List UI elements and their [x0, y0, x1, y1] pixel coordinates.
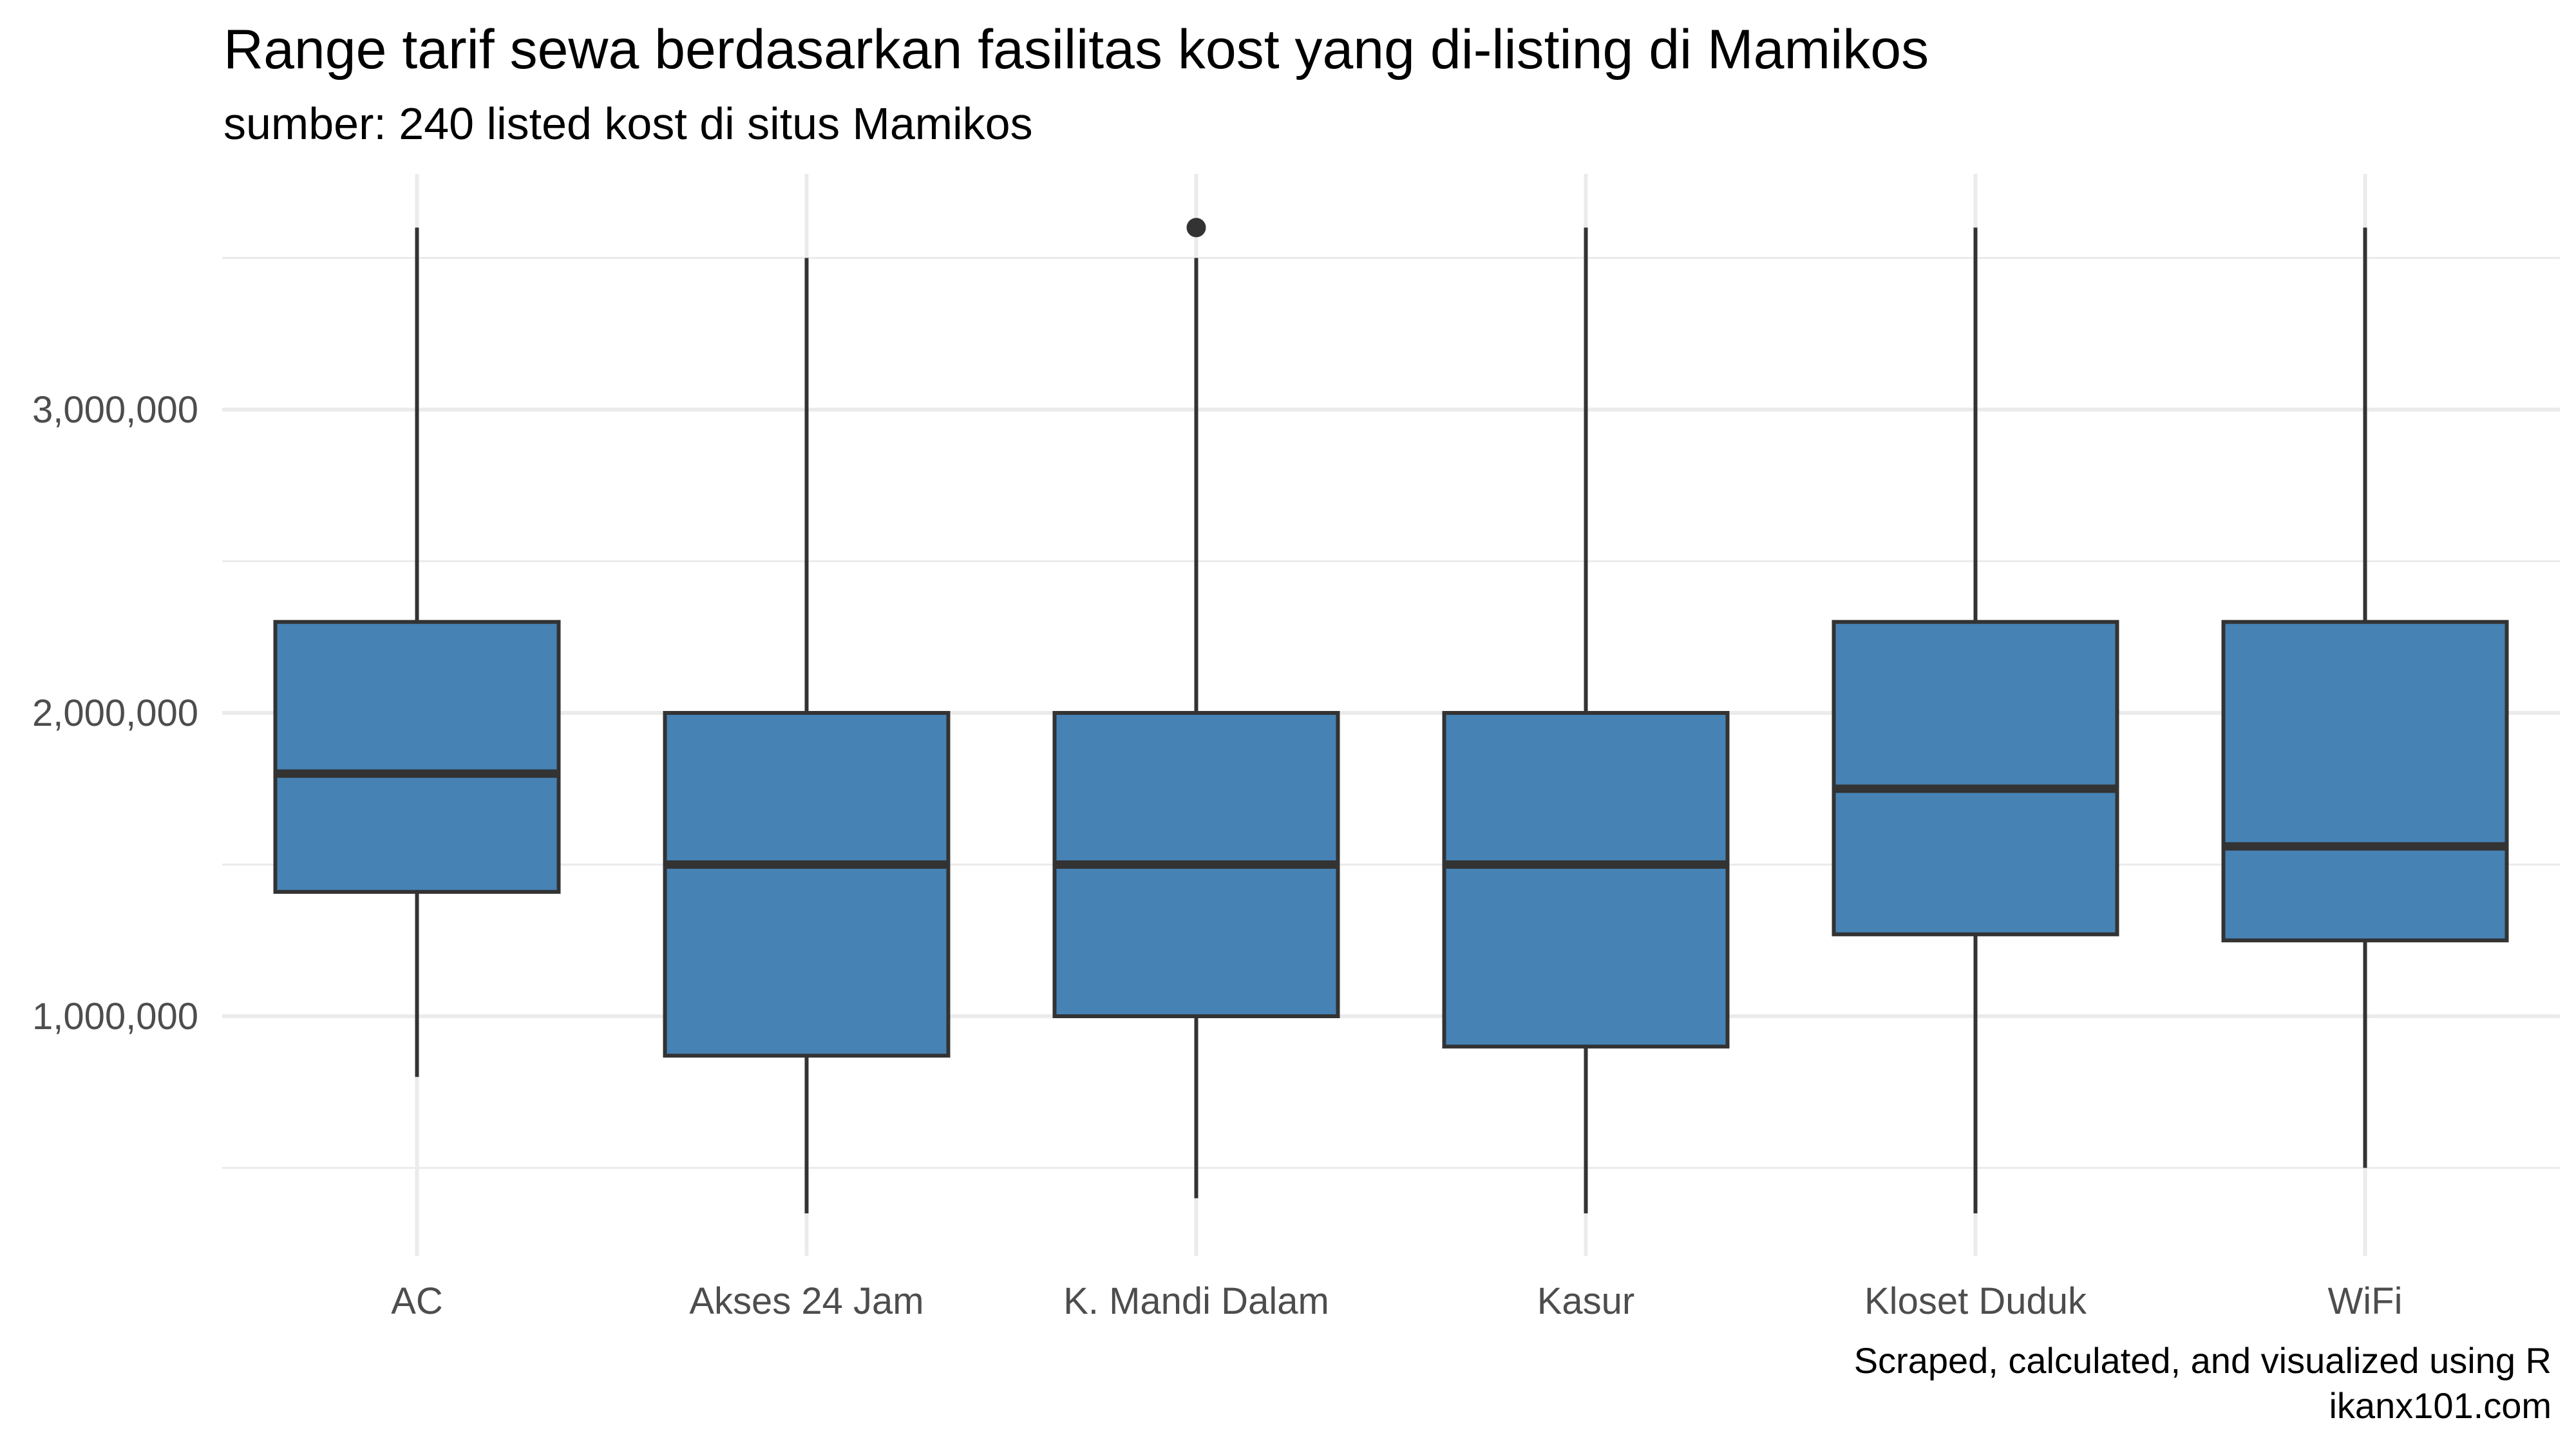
iqr-box	[273, 620, 561, 894]
box-wifi	[2221, 227, 2509, 1168]
y-tick-label: 1,000,000	[32, 996, 198, 1037]
y-tick-label: 3,000,000	[32, 389, 198, 431]
iqr-box	[2221, 620, 2509, 943]
iqr-box	[663, 711, 951, 1058]
x-tick-label: WiFi	[2328, 1280, 2403, 1322]
x-tick-label: K. Mandi Dalam	[1063, 1280, 1329, 1322]
caption-credit: Scraped, calculated, and visualized usin…	[1853, 1340, 2552, 1381]
x-tick-label: Kloset Duduk	[1864, 1280, 2087, 1322]
x-tick-label: AC	[391, 1280, 443, 1322]
iqr-box	[1442, 711, 1730, 1049]
x-axis-ticks: AC Akses 24 Jam K. Mandi Dalam Kasur Kloset …	[391, 1280, 2402, 1322]
box-ac	[273, 227, 561, 1077]
chart-subtitle: sumber: 240 listed kost di situs Mamikos	[223, 99, 1033, 149]
y-axis-ticks: 1,000,000 2,000,000 3,000,000	[32, 389, 198, 1037]
box-layer	[273, 218, 2509, 1214]
iqr-box	[1832, 620, 2119, 936]
x-tick-label: Kasur	[1537, 1280, 1635, 1322]
y-tick-label: 2,000,000	[32, 692, 198, 734]
outlier-point	[1186, 218, 1206, 238]
box-kasur	[1442, 227, 1730, 1214]
box-akses-24-jam	[663, 258, 951, 1214]
x-tick-label: Akses 24 Jam	[689, 1280, 923, 1322]
caption-site: ikanx101.com	[2329, 1385, 2552, 1426]
grid-layer	[222, 174, 2560, 1256]
box-k-mandi-dalam	[1052, 218, 1340, 1198]
box-kloset-duduk	[1832, 227, 2119, 1214]
chart-title: Range tarif sewa berdasarkan fasilitas k…	[223, 19, 1929, 80]
